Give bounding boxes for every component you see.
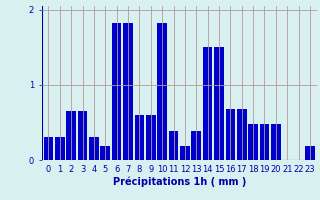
Bar bbox=[237, 109, 247, 160]
Bar bbox=[123, 23, 133, 160]
Bar bbox=[226, 109, 235, 160]
Bar bbox=[169, 131, 178, 160]
Bar bbox=[146, 115, 156, 160]
Bar bbox=[100, 146, 110, 160]
Bar bbox=[44, 137, 53, 160]
Bar bbox=[305, 146, 315, 160]
Bar bbox=[260, 124, 269, 160]
Bar bbox=[191, 131, 201, 160]
Bar bbox=[78, 111, 87, 160]
Bar bbox=[135, 115, 144, 160]
Bar bbox=[271, 124, 281, 160]
Bar bbox=[66, 111, 76, 160]
Bar bbox=[248, 124, 258, 160]
X-axis label: Précipitations 1h ( mm ): Précipitations 1h ( mm ) bbox=[113, 177, 246, 187]
Bar bbox=[157, 23, 167, 160]
Bar bbox=[203, 47, 212, 160]
Bar bbox=[214, 47, 224, 160]
Bar bbox=[112, 23, 122, 160]
Bar bbox=[89, 137, 99, 160]
Bar bbox=[55, 137, 65, 160]
Bar bbox=[180, 146, 190, 160]
